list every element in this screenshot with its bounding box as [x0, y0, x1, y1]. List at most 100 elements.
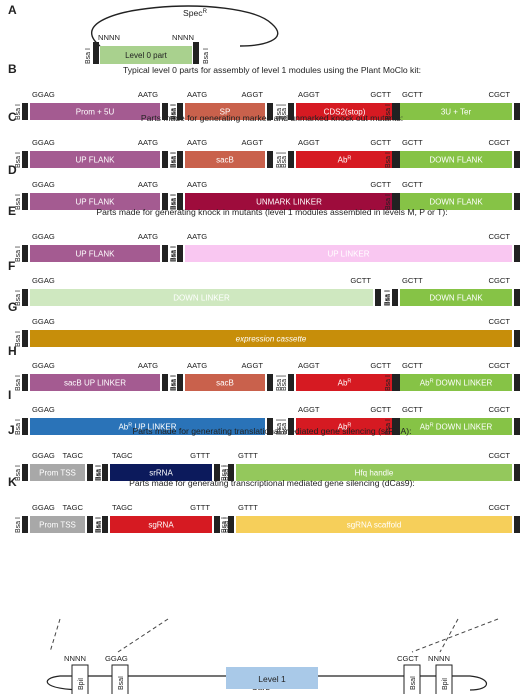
part-label: AbR DOWN LINKER — [420, 379, 493, 388]
panel-label: B — [8, 62, 17, 76]
overhang-site: GGAG — [32, 138, 55, 147]
bsa-label: Bsa I — [15, 246, 22, 262]
overhang-site: TAGC — [112, 503, 133, 512]
part-box — [30, 245, 160, 262]
overhang-site: TAGC — [62, 451, 83, 460]
level1-part-box — [226, 667, 318, 689]
bsa-site — [22, 464, 28, 481]
overhang-site: GCTT — [402, 138, 423, 147]
overhang-site: GCTT — [402, 276, 423, 285]
overhang-site: AGGT — [241, 361, 263, 370]
overhang-site: GCTT — [370, 361, 391, 370]
bsa-site — [514, 151, 520, 168]
part-box — [185, 193, 393, 210]
bsa-label: Bsa I — [385, 152, 392, 168]
overhang-site: GCTT — [402, 361, 423, 370]
panel-e: E Parts made for generating knock in muta… — [8, 204, 520, 262]
panel-c: C Parts made for generating marked and un… — [8, 110, 520, 168]
bsa-box-level1-left — [111, 664, 129, 694]
part-box — [30, 289, 373, 306]
bsa-site — [228, 516, 234, 533]
part-label: AbR UP LINKER — [118, 423, 176, 432]
part-box — [30, 516, 85, 533]
overhang-site: CGCT — [488, 232, 510, 241]
part-label: sacB — [216, 156, 234, 165]
bsa-label: Bsa I — [170, 375, 177, 391]
part-label: UP FLANK — [76, 250, 116, 259]
part-label: sacB — [216, 379, 234, 388]
overhang-site: GGAG — [32, 451, 55, 460]
bsa-site — [267, 151, 273, 168]
bsa-site — [162, 103, 168, 120]
bsa-site — [514, 245, 520, 262]
part-label: UP FLANK — [76, 198, 116, 207]
overhang-site: CGCT — [488, 405, 510, 414]
panel-b: B Typical level 0 parts for assembly of l… — [8, 62, 520, 120]
overhang-site: CGCT — [488, 503, 510, 512]
part-label: sgRNA — [148, 521, 174, 530]
part-box — [110, 464, 212, 481]
panel-caption: Parts made for generating transcriptiona… — [129, 478, 415, 488]
overhang-site: CGCT — [488, 361, 510, 370]
part-label: srRNA — [149, 469, 173, 478]
spec-marker: SpecR — [183, 8, 208, 18]
part-label: CDS2(stop) — [324, 108, 366, 117]
part-box — [296, 151, 393, 168]
part-label: DOWN FLANK — [429, 156, 483, 165]
bpi-site-right — [435, 664, 453, 694]
bsa-site — [392, 418, 398, 435]
part-box — [400, 103, 512, 120]
bsa-label: Bsa I — [276, 419, 283, 435]
dashed-connector-right-outer — [411, 618, 499, 653]
overhang-site: AGGT — [298, 138, 320, 147]
bsa-label: Bsa I — [171, 104, 178, 120]
bsa-site — [288, 374, 294, 391]
part-label: DOWN LINKER — [173, 294, 230, 303]
bsa-site — [392, 151, 398, 168]
bsa-site — [177, 193, 183, 210]
bsa-label: Bsa I — [385, 194, 392, 210]
overhang-site: GGAG — [32, 276, 55, 285]
panel-label: K — [8, 475, 17, 489]
panel-label-a: A — [8, 3, 17, 17]
bsa-site — [102, 464, 108, 481]
bsa-site — [214, 464, 220, 481]
level0-part-box — [100, 46, 192, 64]
bsa-label: Bsa I — [384, 290, 391, 306]
part-label: UP LINKER — [327, 250, 369, 259]
overhang-site: CGCT — [488, 138, 510, 147]
overhang-site: AATG — [187, 180, 207, 189]
bsa-label: Bsa I — [96, 517, 103, 533]
overhang-site: GGAG — [32, 361, 55, 370]
bsa-site — [392, 103, 398, 120]
bsa-site — [162, 245, 168, 262]
bsa-site — [267, 374, 273, 391]
bsa-label: Bsa I — [385, 104, 392, 120]
bsa-label: Bsa I — [96, 465, 103, 481]
panel-j: J Parts made for generating translational… — [8, 423, 520, 481]
part-label: DOWN FLANK — [429, 294, 483, 303]
bpi-label-left: BpiI — [78, 678, 85, 690]
overhang-site: CGCT — [488, 451, 510, 460]
bsa-label: Bsa I — [276, 152, 283, 168]
overhang-site: GGAG — [32, 503, 55, 512]
panel-label: D — [8, 163, 17, 177]
overhang-site: GGAG — [32, 90, 55, 99]
part-box — [400, 289, 512, 306]
part-label: Prom + 5U — [76, 108, 115, 117]
panel-label: C — [8, 110, 17, 124]
part-box — [296, 103, 393, 120]
part-label: UP FLANK — [76, 156, 116, 165]
overhang-site: AGGT — [298, 90, 320, 99]
overhang-site: GCTT — [402, 405, 423, 414]
part-box — [185, 374, 265, 391]
bsa-site — [22, 103, 28, 120]
overhang-site: AATG — [138, 232, 158, 241]
bsa-label: Bsa I — [95, 465, 102, 481]
bsa-box-level1-right — [403, 664, 421, 694]
bsa-label: Bsa I — [171, 246, 178, 262]
site-nnnn-level1-right: NNNN — [428, 654, 450, 663]
site-ggag-level1: GGAG — [105, 654, 128, 663]
bsa-label: Bsa I — [15, 517, 22, 533]
